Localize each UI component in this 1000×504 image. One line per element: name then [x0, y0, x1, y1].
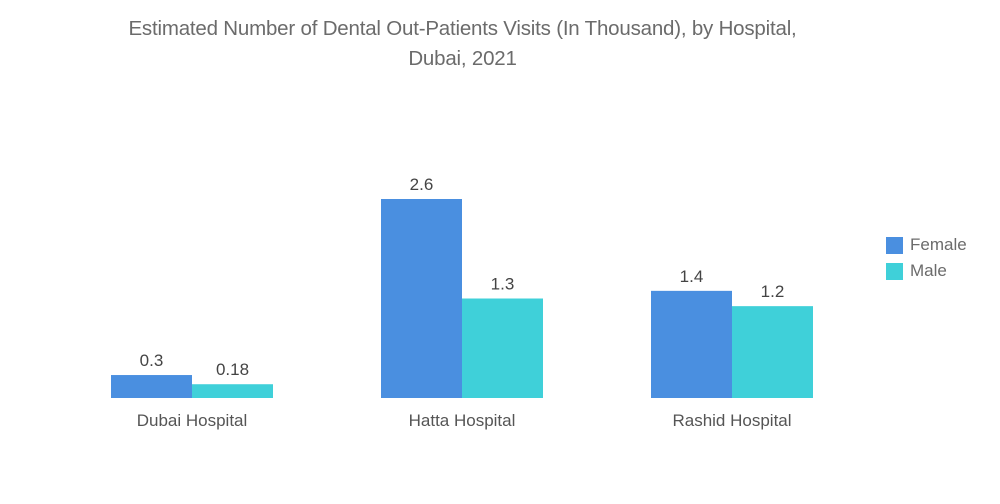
bar-male-2	[732, 306, 813, 398]
data-label-female-1: 2.6	[410, 175, 434, 194]
legend-label-female: Female	[910, 235, 967, 254]
legend-swatch-female	[886, 236, 903, 254]
category-label-1: Hatta Hospital	[409, 411, 516, 430]
data-label-male-1: 1.3	[491, 275, 515, 294]
bar-male-1	[462, 298, 543, 398]
data-label-female-2: 1.4	[680, 267, 704, 286]
data-label-male-2: 1.2	[761, 282, 785, 301]
chart-title-line-2: Dubai, 2021	[408, 47, 517, 70]
chart-title: Estimated Number of Dental Out-Patients …	[0, 14, 925, 74]
legend-swatch-male	[886, 262, 903, 280]
category-label-0: Dubai Hospital	[137, 411, 248, 430]
legend: Female Male	[886, 232, 967, 284]
legend-item-female: Female	[886, 232, 967, 258]
bar-female-2	[651, 290, 732, 398]
data-label-female-0: 0.3	[140, 351, 164, 370]
chart-title-line-1: Estimated Number of Dental Out-Patients …	[128, 17, 797, 40]
bar-male-0	[192, 384, 273, 398]
bar-female-1	[381, 199, 462, 398]
category-label-2: Rashid Hospital	[672, 411, 791, 430]
bar-female-0	[111, 375, 192, 398]
data-label-male-0: 0.18	[216, 360, 249, 379]
legend-label-male: Male	[910, 261, 947, 280]
legend-item-male: Male	[886, 258, 967, 284]
